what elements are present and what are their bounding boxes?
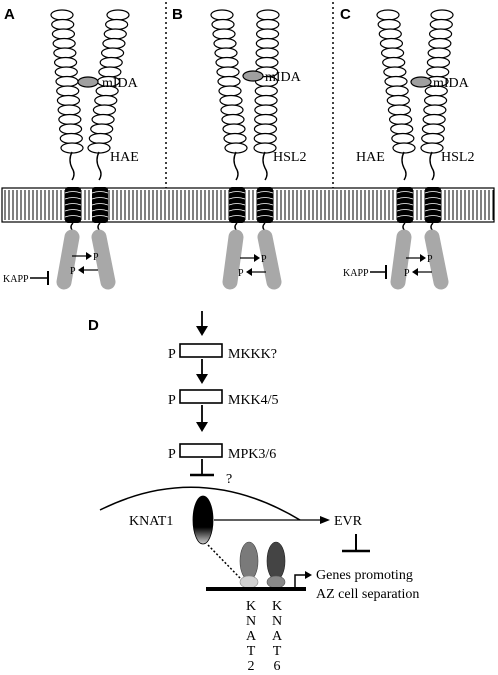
tm-domain-b2 (256, 187, 274, 232)
inhibition-question: ? (226, 472, 232, 487)
hsl2-helix-left-b (210, 9, 248, 181)
phospho-arrows-a: P P (70, 252, 99, 277)
tm-domain-a1 (64, 187, 82, 232)
kinase-domain-b1 (222, 229, 244, 290)
panel-c-receptor1-label: HAE (356, 150, 385, 165)
hae-helix-left-a (50, 9, 84, 181)
kinase-domain-c1 (390, 229, 412, 290)
knat1-label: KNAT1 (129, 514, 173, 529)
hsl2-helix-c (420, 9, 454, 181)
kinase-domain-a2 (91, 229, 116, 290)
knat1-protein (192, 495, 214, 545)
panel-a-ligand-label: mIDA (102, 76, 139, 91)
mpk-label: MPK3/6 (228, 447, 276, 462)
mida-ligand-b (242, 70, 264, 82)
panel-c-label: C (340, 6, 351, 23)
mkkk-box (179, 343, 223, 358)
knat2-letter: 2 (248, 659, 255, 674)
knat6-letter: 6 (274, 659, 281, 674)
knat1-evr-arrowhead (320, 516, 330, 524)
evr-label: EVR (334, 514, 363, 529)
promoter-arrow (294, 574, 306, 587)
phospho-p-c2: P (404, 268, 410, 279)
knat2-letter: A (246, 629, 257, 644)
kapp-inhibitor-a: KAPP (3, 271, 49, 285)
tm-domain-c2 (424, 187, 442, 232)
kapp-label-c: KAPP (343, 268, 369, 279)
mkk-box (179, 389, 223, 404)
phospho-arrows-b: P P (238, 254, 267, 279)
panel-b-label: B (172, 6, 183, 23)
phospho-p-b1: P (261, 254, 267, 265)
knat2-domain (239, 575, 259, 589)
panel-b-receptor-label: HSL2 (273, 150, 306, 165)
phospho-p-c1: P (427, 254, 433, 265)
panel-b-ligand-label: mIDA (265, 70, 302, 85)
knat2-letter: T (247, 644, 256, 659)
panel-a-receptor-label: HAE (110, 150, 139, 165)
mkkk-p: P (168, 347, 176, 362)
mkkk-label: MKKK? (228, 347, 277, 362)
phospho-arrows-c: P P (404, 254, 433, 279)
genes-label-1: Genes promoting (316, 568, 413, 583)
knat2-letter: K (246, 599, 256, 614)
hsl2-helix-right-b (253, 9, 280, 181)
mpk-p: P (168, 447, 176, 462)
knat2-protein (239, 541, 259, 581)
tm-domain-a2 (91, 187, 109, 232)
mpk-box (179, 443, 223, 458)
tm-domain-b1 (228, 187, 246, 232)
knat6-letter: N (272, 614, 282, 629)
tm-domain-c1 (396, 187, 414, 232)
kapp-label-a: KAPP (3, 274, 29, 285)
mkk-label: MKK4/5 (228, 393, 279, 408)
panel-a-label: A (4, 6, 15, 23)
knat6-letter: A (272, 629, 283, 644)
panel-d-label: D (88, 317, 99, 334)
phospho-p-a1: P (93, 252, 99, 263)
nuclear-envelope (99, 486, 301, 521)
kinase-domain-b2 (257, 229, 282, 290)
knat6-letter: T (273, 644, 282, 659)
hae-helix-c (376, 9, 416, 181)
promoter-arrowhead (305, 571, 312, 579)
phospho-p-a2: P (70, 266, 76, 277)
knat2-letter: N (246, 614, 256, 629)
genes-label-2: AZ cell separation (316, 587, 419, 602)
mapk-cascade: P MKKK? P MKK4/5 P MPK3/6 ? (168, 311, 279, 487)
hae-helix-right-a (87, 9, 130, 181)
mida-ligand-a (77, 76, 99, 88)
kinase-domain-a1 (56, 229, 80, 290)
kinase-domain-c2 (424, 229, 449, 290)
kapp-inhibitor-c: KAPP (343, 265, 387, 279)
knat6-domain (266, 575, 286, 589)
mida-ligand-c (410, 76, 432, 88)
phospho-p-b2: P (238, 268, 244, 279)
knat1-interaction-dots (207, 544, 241, 579)
panel-c-ligand-label: mIDA (433, 76, 470, 91)
knat6-letter: K (272, 599, 282, 614)
mkk-p: P (168, 393, 176, 408)
panel-c-receptor2-label: HSL2 (441, 150, 474, 165)
knat6-protein (266, 541, 286, 581)
